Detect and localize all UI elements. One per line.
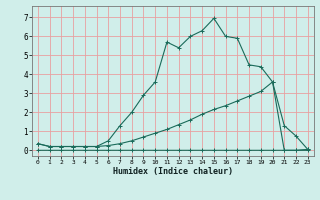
X-axis label: Humidex (Indice chaleur): Humidex (Indice chaleur) — [113, 167, 233, 176]
